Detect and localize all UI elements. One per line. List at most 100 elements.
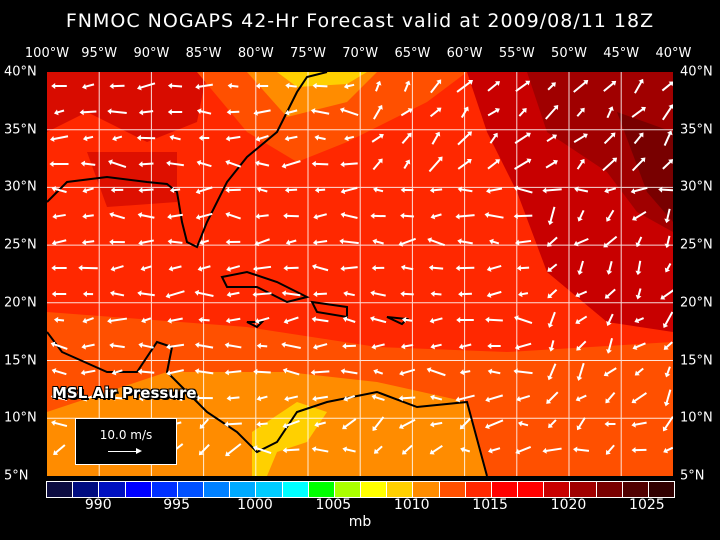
wind-arrow [199,418,210,429]
wind-arrow [634,78,644,94]
wind-arrow [253,368,271,375]
wind-arrow [198,316,210,323]
wind-arrow [342,418,357,430]
wind-arrow [547,363,557,381]
wind-arrow [82,317,94,324]
latitude-label-left: 10°N [4,410,37,426]
longitude-label: 40°W [655,46,692,61]
colorbar-label: 1015 [472,497,508,513]
wind-arrow [430,290,442,297]
wind-arrow [662,416,673,432]
wind-arrow [112,135,123,142]
wind-arrow [517,420,529,427]
wind-arrow [343,83,355,90]
wind-arrow [195,394,213,401]
wind-arrow [283,212,299,219]
wind-arrow [427,237,446,247]
wind-arrow [487,368,501,375]
wind-arrow [604,420,616,427]
latitude-label-left: 5°N [4,468,29,484]
wind-arrow [141,317,152,324]
wind-arrow [311,160,329,167]
wind-arrow [485,419,504,429]
wind-arrow [429,317,443,324]
wind-arrow [140,265,152,272]
wind-arrow [372,238,384,245]
longitude-label: 100°W [24,46,70,61]
wind-arrow [573,237,589,247]
wind-arrow [109,290,125,297]
wind-arrow [342,446,356,453]
longitude-label: 45°W [603,46,640,61]
wind-arrow [137,212,155,219]
wind-arrow [371,394,385,402]
wind-arrow [455,265,475,272]
coastline [47,72,488,476]
latitude-label-left: 40°N [4,64,37,80]
wind-arrow [577,209,585,222]
wind-arrow [50,135,69,142]
wind-arrow [195,186,213,195]
colorbar-swatch [465,482,491,497]
wind-arrow [546,391,559,404]
wind-arrow [457,131,472,146]
wind-arrow [430,79,442,94]
wind-arrow [256,186,268,193]
wind-arrow [342,316,356,323]
wind-arrow [284,187,298,194]
wind-arrow [547,82,556,91]
wind-arrow [516,394,531,402]
wind-arrow [226,265,241,272]
wind-arrow [518,107,527,117]
wind-arrow [82,187,94,194]
latitude-label-left: 25°N [4,237,37,253]
colorbar-swatch [256,482,282,497]
wind-arrow [373,186,384,193]
wind-arrow [52,213,66,220]
wind-arrow [196,160,212,168]
wind-arrow [313,291,327,298]
wind-arrow [283,316,299,325]
wind-arrow [400,264,414,271]
colorbar-swatch [73,482,99,497]
wind-arrow [372,158,383,171]
wind-arrow [255,213,269,220]
wind-arrow [606,106,614,119]
wind-arrow [400,290,414,297]
wind-arrow [51,239,67,246]
wind-arrow [661,81,673,92]
wind-arrow [282,367,300,376]
wind-arrow [573,133,588,143]
wind-arrow [577,260,584,275]
wind-arrow [343,290,355,297]
wind-arrow [313,213,327,220]
longitude-label: 80°W [237,46,274,61]
wind-arrow [311,316,329,323]
wind-arrow [604,288,616,299]
wind-arrow [310,369,330,376]
wind-arrow [606,209,615,222]
wind-arrow [663,130,673,146]
latitude-label-left: 15°N [4,353,37,368]
wind-arrow [660,287,673,300]
wind-arrow [576,362,585,381]
longitude-label: 95°W [81,46,118,61]
wind-arrow [109,238,125,245]
wind-arrow [548,419,557,429]
wind-arrow [545,105,559,120]
wind-arrow [460,446,471,453]
wind-arrow [342,343,356,350]
wind-arrow [513,213,533,220]
wind-arrow [255,83,269,90]
wind-arrow [314,421,326,428]
wind-arrow [82,290,94,297]
wind-arrow [370,290,386,297]
colorbar-label: 1000 [237,497,273,513]
wind-arrow [167,82,183,89]
wind-arrow [283,265,299,272]
wind-arrow [252,291,272,298]
wind-arrow [399,368,416,377]
wind-arrow [371,265,385,272]
wind-arrow [403,80,411,92]
colorbar-label: 1010 [393,497,430,513]
